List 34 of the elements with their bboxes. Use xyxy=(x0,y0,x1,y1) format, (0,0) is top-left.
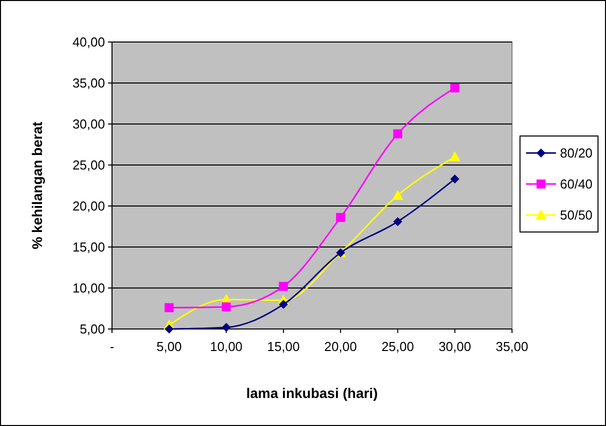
x-tick-label: 20,00 xyxy=(324,339,357,354)
x-tick-label: 15,00 xyxy=(267,339,300,354)
legend-label: 60/40 xyxy=(560,176,593,192)
y-tick-label: 20,00 xyxy=(72,198,105,214)
x-tick-label: - xyxy=(110,339,114,354)
point xyxy=(278,300,288,309)
point xyxy=(278,282,288,291)
y-tick-label: 35,00 xyxy=(72,76,105,91)
point xyxy=(393,217,402,226)
point xyxy=(336,212,346,222)
x-tick-label: 10,00 xyxy=(210,339,243,354)
point xyxy=(164,324,174,334)
legend-label: 50/50 xyxy=(560,208,593,223)
point xyxy=(392,190,404,200)
point xyxy=(449,151,460,162)
legend-label: 80/20 xyxy=(560,146,593,161)
point xyxy=(164,303,174,312)
x-tick-label: 35,00 xyxy=(496,339,528,354)
y-tick-label: 30,00 xyxy=(72,116,105,132)
y-tick-label: 5,00 xyxy=(80,322,105,337)
y-axis-title: % kehilangan berat xyxy=(29,121,45,250)
x-tick-label: 30,00 xyxy=(438,339,472,354)
x-axis-title: lama inkubasi (hari) xyxy=(246,385,378,401)
point xyxy=(393,129,402,138)
x-tick-label: 5,00 xyxy=(156,339,182,354)
y-tick-label: 10,00 xyxy=(72,280,105,296)
x-tick-label: 25,00 xyxy=(381,339,414,354)
point xyxy=(450,83,460,92)
y-tick-label: 40,00 xyxy=(72,34,105,50)
point xyxy=(222,322,231,332)
point xyxy=(450,174,460,184)
y-tick-label: 25,00 xyxy=(72,158,105,173)
y-tick-label: 15,00 xyxy=(72,240,105,255)
point xyxy=(222,302,231,312)
